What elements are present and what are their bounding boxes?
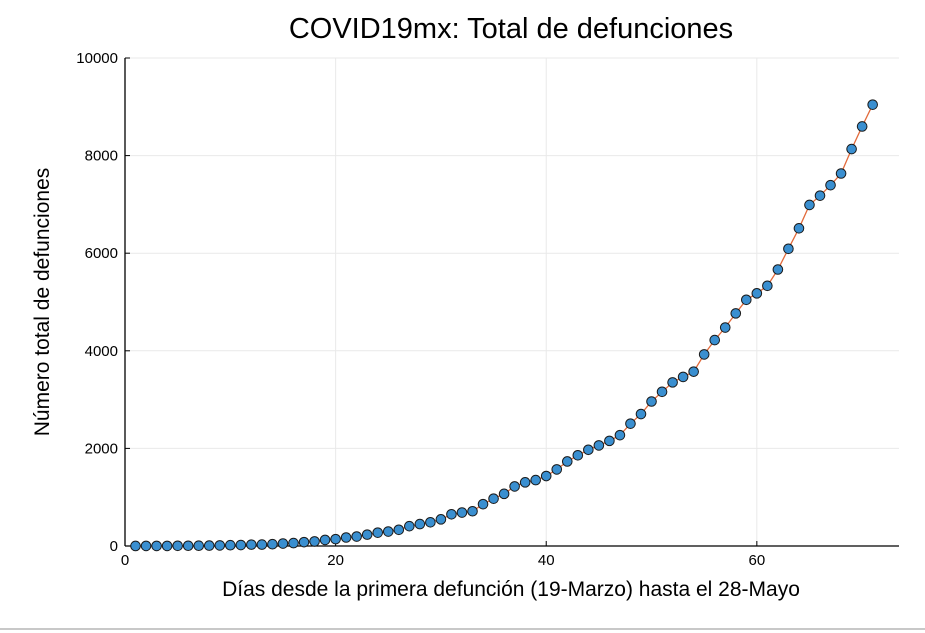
- x-axis-label: Días desde la primera defunción (19-Marz…: [222, 578, 800, 601]
- data-point: [298, 536, 310, 548]
- data-point: [583, 444, 594, 456]
- data-point: [804, 199, 815, 211]
- data-point: [330, 533, 341, 545]
- data-point: [214, 540, 226, 551]
- data-point: [267, 538, 278, 550]
- data-point: [709, 334, 721, 346]
- data-point: [393, 524, 405, 536]
- data-point: [277, 538, 289, 549]
- data-point: [835, 168, 847, 179]
- data-point: [467, 505, 478, 517]
- data-point: [646, 396, 657, 407]
- data-series: [130, 99, 878, 552]
- data-point: [856, 121, 868, 132]
- data-point: [351, 531, 362, 542]
- y-tick-label: 0: [110, 538, 118, 555]
- x-tick-label: 0: [121, 552, 129, 569]
- data-point: [698, 349, 710, 360]
- data-point: [793, 223, 805, 234]
- data-point: [193, 540, 205, 552]
- x-tick-label: 20: [327, 552, 344, 569]
- data-point: [530, 474, 541, 486]
- tick-labels: 0 20 40 60 0 2000 4000 6000 8000 10000: [76, 50, 765, 569]
- data-point: [372, 527, 384, 538]
- data-point: [656, 386, 668, 398]
- data-point: [519, 477, 531, 488]
- x-tick-label: 60: [748, 552, 765, 569]
- data-point: [172, 540, 183, 552]
- data-point: [161, 540, 173, 552]
- data-point: [203, 540, 215, 551]
- data-point: [488, 493, 499, 504]
- data-point: [404, 520, 415, 532]
- data-point: [130, 540, 141, 552]
- data-point: [551, 464, 563, 475]
- data-point: [435, 514, 447, 525]
- data-point: [414, 518, 426, 530]
- data-point: [667, 377, 678, 388]
- data-point: [614, 429, 626, 441]
- data-point: [319, 534, 331, 546]
- data-point: [688, 366, 699, 377]
- data-point: [625, 418, 636, 429]
- data-point: [182, 540, 194, 552]
- data-point: [246, 539, 257, 550]
- data-point: [288, 537, 299, 549]
- data-point: [783, 243, 794, 255]
- data-point: [498, 488, 510, 500]
- y-tick-label: 8000: [85, 148, 118, 165]
- data-point: [382, 526, 394, 537]
- data-point: [361, 529, 373, 540]
- y-axis-label: Número total de defunciones: [31, 168, 54, 437]
- data-point: [719, 322, 731, 333]
- data-point: [340, 532, 352, 543]
- data-point: [772, 264, 784, 275]
- data-point: [561, 456, 573, 467]
- data-point: [867, 99, 878, 110]
- data-point: [446, 508, 457, 520]
- data-point: [741, 294, 752, 306]
- data-point: [677, 371, 689, 383]
- data-point: [730, 308, 742, 319]
- data-point: [151, 540, 162, 552]
- data-point: [814, 190, 826, 201]
- data-point: [235, 539, 247, 551]
- data-point: [846, 143, 857, 155]
- data-point: [604, 435, 615, 447]
- data-point: [140, 540, 152, 552]
- data-point: [425, 516, 436, 528]
- data-point: [593, 440, 605, 451]
- y-tick-label: 2000: [85, 440, 118, 457]
- data-point: [762, 280, 773, 292]
- data-point: [635, 408, 647, 420]
- data-point: [456, 507, 468, 518]
- y-tick-label: 6000: [85, 245, 118, 262]
- data-point: [540, 470, 552, 482]
- y-tick-label: 4000: [85, 343, 118, 360]
- bottom-divider: [0, 628, 925, 630]
- x-tick-label: 40: [538, 552, 555, 569]
- data-point: [225, 539, 236, 551]
- y-tick-label: 10000: [76, 50, 118, 67]
- data-point: [751, 288, 763, 299]
- data-point: [477, 498, 489, 510]
- data-point: [509, 481, 520, 492]
- data-point: [825, 179, 836, 191]
- data-point: [256, 539, 268, 550]
- data-point: [309, 536, 320, 547]
- data-point: [572, 449, 584, 461]
- chart-title: COVID19mx: Total de defunciones: [289, 13, 733, 45]
